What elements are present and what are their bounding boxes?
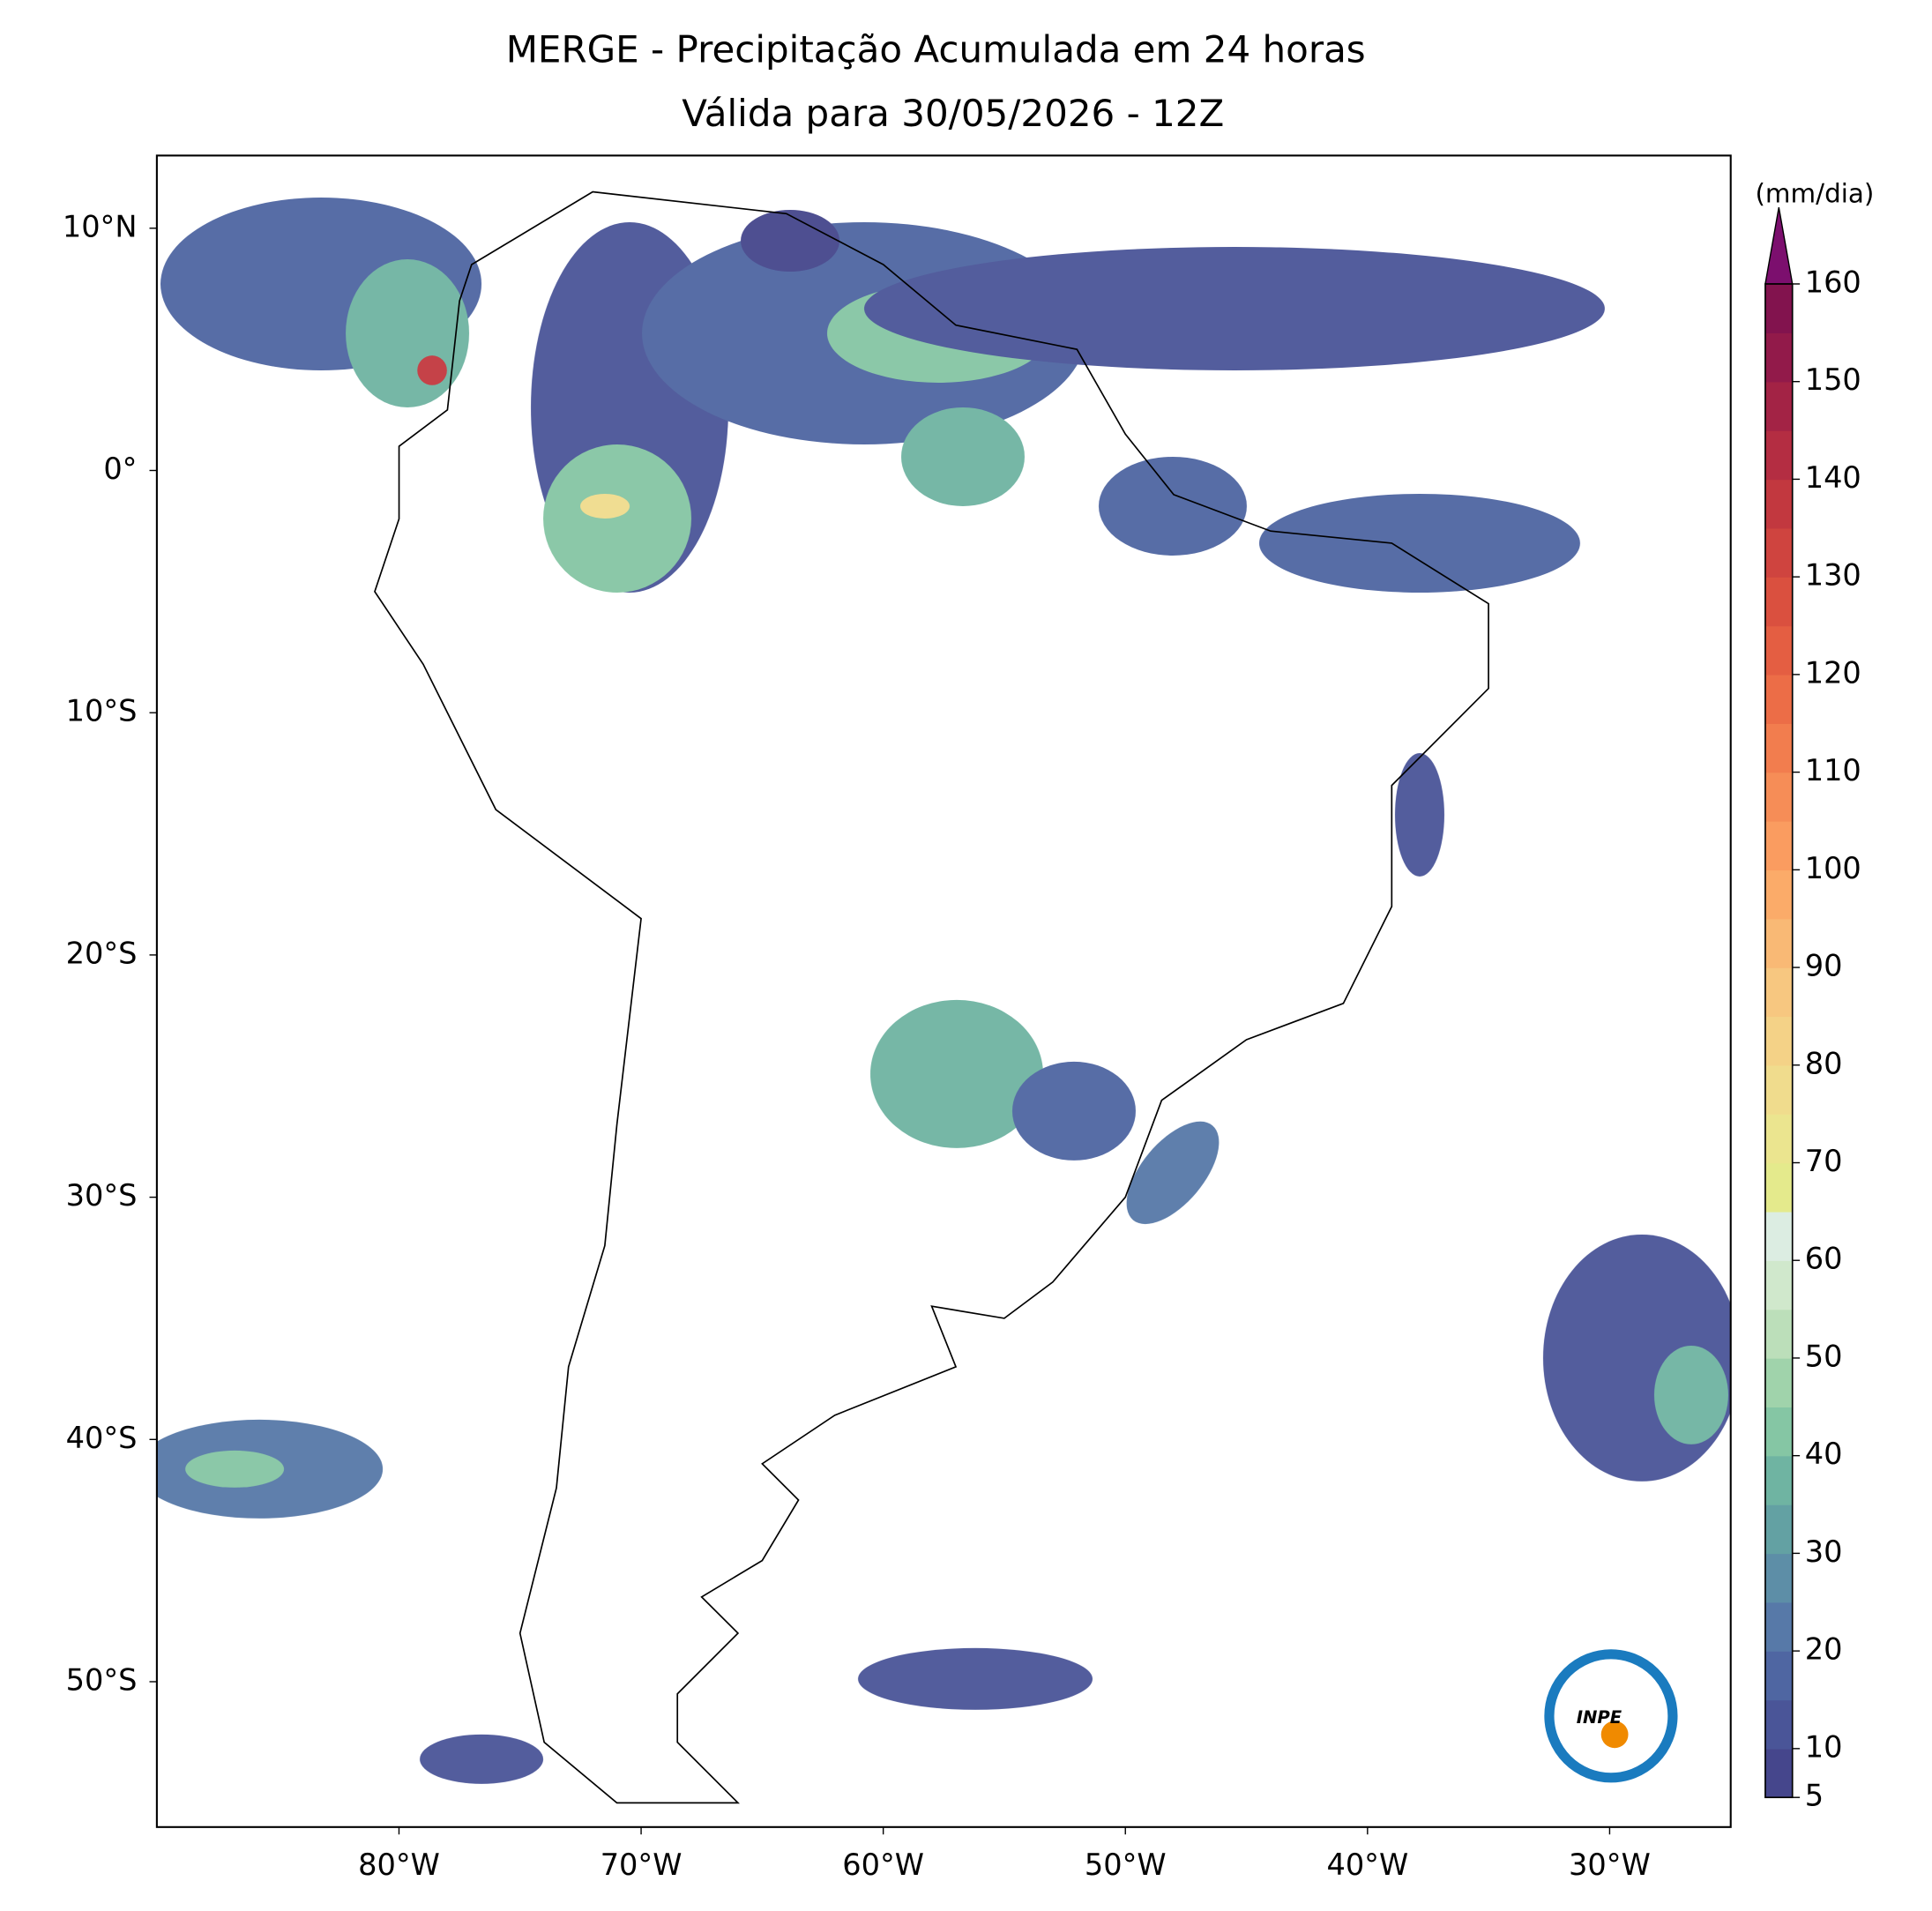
colorbar-tick-label: 150: [1805, 362, 1861, 397]
y-tick-label: 40°S: [66, 1421, 138, 1455]
colorbar-bin: [1764, 772, 1793, 822]
x-tick-label: 50°W: [1085, 1848, 1167, 1882]
logo-text: INPE: [1577, 1707, 1622, 1728]
colorbar-tick-label: 130: [1805, 558, 1861, 593]
colorbar-bin: [1764, 577, 1793, 627]
y-tick-label: 30°S: [66, 1178, 138, 1213]
map-frame: [155, 154, 1732, 1828]
x-tick-label: 80°W: [358, 1848, 440, 1882]
colorbar-bin: [1764, 381, 1793, 431]
y-tick-label: 0°: [103, 452, 137, 486]
colorbar-tick-label: 110: [1805, 753, 1861, 788]
colorbar-extend: [1764, 207, 1794, 285]
colorbar-bin: [1764, 674, 1793, 724]
colorbar-tick-label: 5: [1805, 1779, 1824, 1813]
precipitation: [156, 197, 1731, 1784]
colorbar-bin: [1764, 1407, 1793, 1457]
colorbar-tick-label: 90: [1805, 949, 1843, 983]
colorbar-bin: [1764, 1211, 1793, 1261]
x-tick-label: 30°W: [1569, 1848, 1651, 1882]
colorbar-bin: [1764, 283, 1793, 334]
colorbar-bin: [1764, 1455, 1793, 1505]
x-tick-label: 40°W: [1326, 1848, 1408, 1882]
colorbar-bin: [1764, 967, 1793, 1018]
colorbar-tick-label: 80: [1805, 1046, 1843, 1080]
colorbar-tick-label: 160: [1805, 265, 1861, 299]
logo: INPE: [1544, 1649, 1678, 1783]
colorbar-bin: [1764, 1553, 1793, 1603]
colorbar-bin: [1764, 870, 1793, 920]
colorbar-bin: [1764, 918, 1793, 968]
colorbar-bin: [1764, 527, 1793, 578]
colorbar-bin: [1764, 1748, 1793, 1798]
colorbar-frame: [1764, 283, 1794, 1799]
colorbar-tick-label: 70: [1805, 1144, 1843, 1178]
colorbar-bin: [1764, 1016, 1793, 1066]
colorbar-tick-label: 20: [1805, 1632, 1843, 1667]
x-tick-label: 70°W: [600, 1848, 683, 1882]
colorbar-tick-label: 140: [1805, 460, 1861, 495]
colorbar-bin: [1764, 1699, 1793, 1750]
coastline: [374, 190, 1489, 1804]
y-tick-label: 50°S: [66, 1662, 138, 1697]
colorbar-bin: [1764, 820, 1793, 871]
title: MERGE - Precipitação Acumulada em 24 hor…: [506, 27, 1366, 71]
colorbar-bin: [1764, 332, 1793, 383]
colorbar-bin: [1764, 430, 1793, 481]
colorbar-bin: [1764, 479, 1793, 529]
colorbar-bin: [1764, 1064, 1793, 1115]
colorbar-tick-label: 100: [1805, 851, 1861, 885]
y-tick-label: 10°N: [63, 209, 138, 243]
colorbar-bin: [1764, 723, 1793, 773]
x-tick-label: 60°W: [842, 1848, 924, 1882]
y-tick-label: 10°S: [66, 694, 138, 728]
colorbar-label: (mm/dia): [1755, 179, 1874, 209]
map-area: [156, 190, 1731, 1804]
y-tick-label: 20°S: [66, 936, 138, 970]
colorbar-tick-label: 50: [1805, 1339, 1843, 1373]
colorbar-bin: [1764, 1651, 1793, 1701]
colorbar-tick-label: 30: [1805, 1534, 1843, 1569]
colorbar-bin: [1764, 625, 1793, 676]
colorbar-bin: [1764, 1309, 1793, 1359]
colorbar-bin: [1764, 1114, 1793, 1164]
colorbar-bin: [1764, 1260, 1793, 1310]
colorbar-bin: [1764, 1357, 1793, 1408]
subtitle: Válida para 30/05/2026 - 12Z: [682, 92, 1224, 135]
colorbar-bin: [1764, 1504, 1793, 1555]
colorbar-tick-label: 40: [1805, 1437, 1843, 1471]
colorbar-tick-label: 10: [1805, 1729, 1843, 1764]
colorbar-tick-label: 120: [1805, 655, 1861, 690]
colorbar-bin: [1764, 1601, 1793, 1652]
colorbar-tick-label: 60: [1805, 1242, 1843, 1276]
colorbar-bin: [1764, 1162, 1793, 1213]
